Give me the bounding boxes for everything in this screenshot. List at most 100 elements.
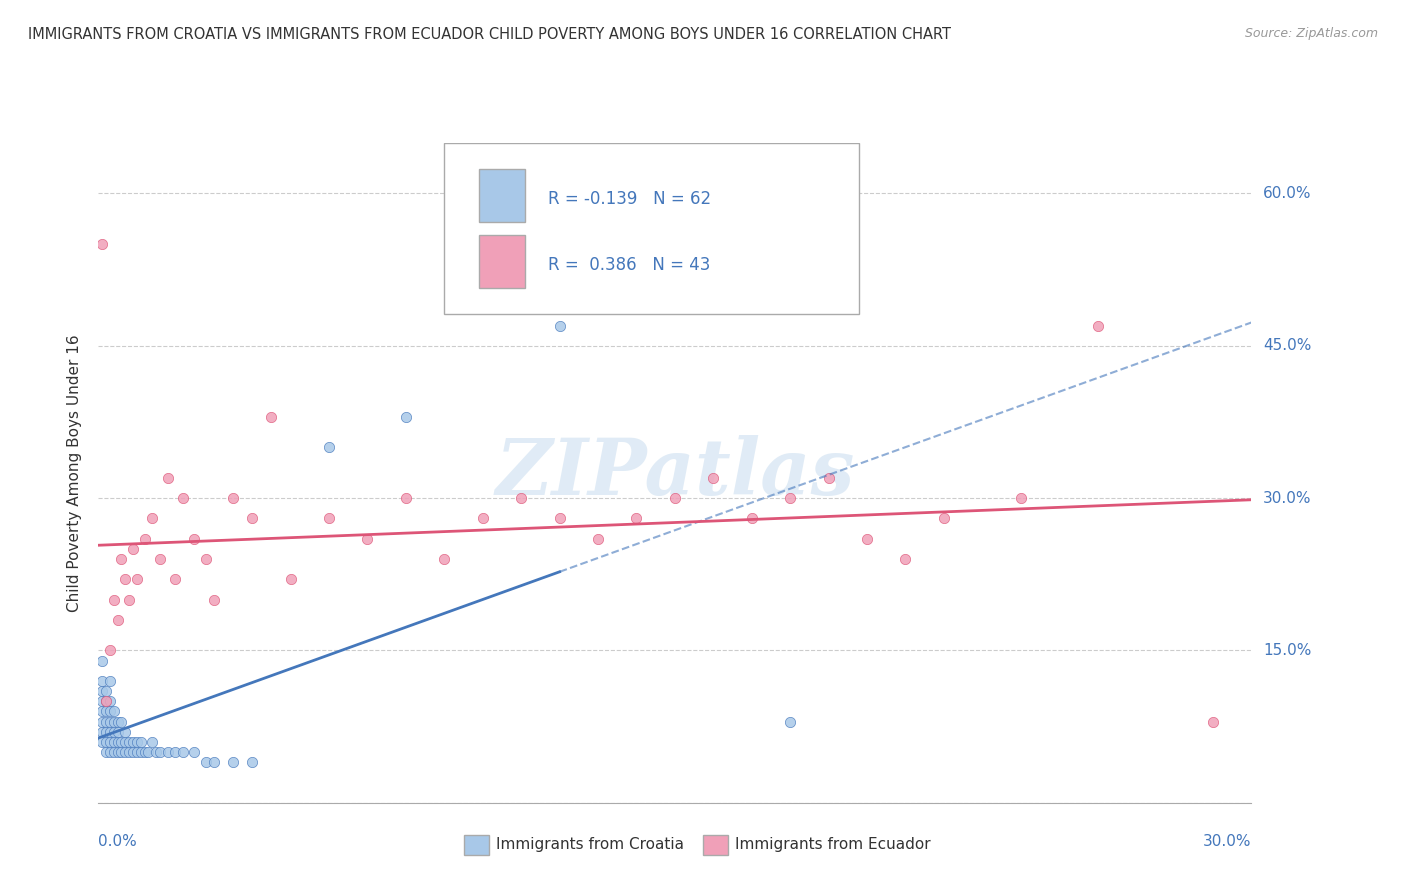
Point [222,491,245,505]
Point [240,755,263,769]
Point [260,409,283,424]
Point [129,745,152,759]
Point [114,745,136,759]
Point [94,684,117,698]
Point [94,724,117,739]
Point [817,471,839,485]
Point [134,532,156,546]
Point [141,511,163,525]
Point [94,694,117,708]
Point [118,592,141,607]
Point [172,491,194,505]
Point [91,714,114,729]
Point [103,714,125,729]
Point [741,511,763,525]
Point [107,745,129,759]
Point [165,573,187,587]
Point [510,491,533,505]
Point [114,724,136,739]
Point [156,471,179,485]
Point [149,745,172,759]
Point [98,745,121,759]
Point [1202,714,1225,729]
Point [98,724,121,739]
Point [91,724,114,739]
Point [110,745,132,759]
Text: 60.0%: 60.0% [1263,186,1312,201]
Text: Immigrants from Croatia: Immigrants from Croatia [496,838,685,852]
FancyBboxPatch shape [479,169,524,222]
Point [202,592,225,607]
Point [702,471,724,485]
Point [318,511,340,525]
FancyBboxPatch shape [444,143,859,314]
Point [91,654,114,668]
Point [118,745,141,759]
Point [779,714,801,729]
Point [932,511,955,525]
Point [156,745,179,759]
Text: IMMIGRANTS FROM CROATIA VS IMMIGRANTS FROM ECUADOR CHILD POVERTY AMONG BOYS UNDE: IMMIGRANTS FROM CROATIA VS IMMIGRANTS FR… [28,27,950,42]
Point [222,755,245,769]
Text: 0.0%: 0.0% [98,834,138,849]
Point [114,735,136,749]
Point [183,745,205,759]
Point [91,684,114,698]
Point [318,441,340,455]
Point [125,745,148,759]
Point [94,745,117,759]
Point [94,714,117,729]
Point [91,673,114,688]
Point [172,745,194,759]
Point [195,755,218,769]
Point [149,552,172,566]
Text: Immigrants from Ecuador: Immigrants from Ecuador [735,838,931,852]
Point [125,573,148,587]
Point [586,532,609,546]
Point [122,541,145,556]
Text: 45.0%: 45.0% [1263,338,1312,353]
Text: 30.0%: 30.0% [1204,834,1251,849]
Point [110,714,132,729]
Point [94,735,117,749]
Point [118,735,141,749]
Point [91,694,114,708]
Point [110,735,132,749]
Point [395,491,418,505]
Point [103,735,125,749]
Point [779,491,801,505]
Text: 30.0%: 30.0% [1263,491,1312,506]
Text: R = -0.139   N = 62: R = -0.139 N = 62 [548,190,711,208]
Point [107,735,129,749]
Point [145,745,167,759]
Point [240,511,263,525]
Text: R =  0.386   N = 43: R = 0.386 N = 43 [548,256,710,274]
Point [122,735,145,749]
Point [626,511,648,525]
Point [433,552,456,566]
Y-axis label: Child Poverty Among Boys Under 16: Child Poverty Among Boys Under 16 [67,334,83,612]
Point [1010,491,1032,505]
Point [103,592,125,607]
Point [183,532,205,546]
Point [98,694,121,708]
Point [98,735,121,749]
Point [98,673,121,688]
Point [114,573,136,587]
Point [356,532,378,546]
Point [91,735,114,749]
Point [856,532,879,546]
Point [141,735,163,749]
Point [1087,318,1109,333]
Point [165,745,187,759]
Point [94,705,117,719]
Point [125,735,148,749]
Point [138,745,160,759]
Point [110,552,132,566]
Point [548,318,571,333]
Text: 15.0%: 15.0% [1263,643,1312,658]
Point [471,511,494,525]
Point [91,237,114,252]
Point [894,552,917,566]
Point [98,643,121,657]
